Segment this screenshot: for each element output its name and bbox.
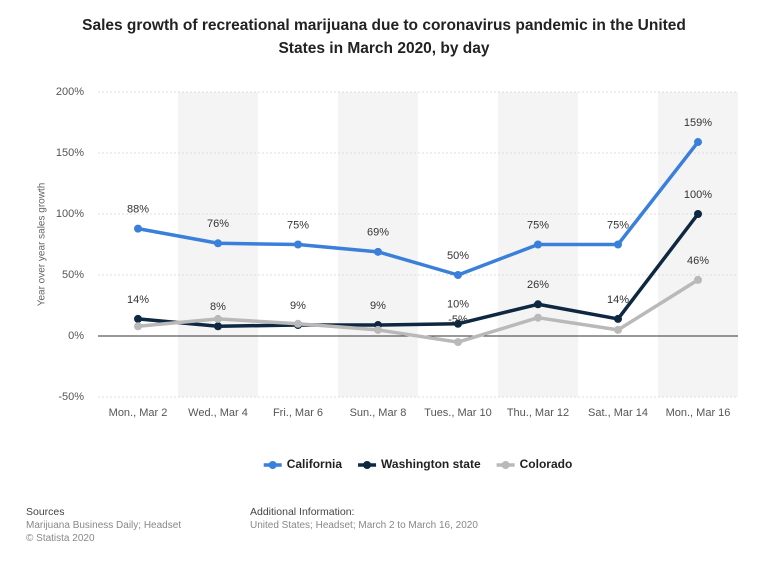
y-tick-label: 100% — [56, 208, 84, 220]
series-line — [137, 278, 699, 344]
data-point — [454, 338, 462, 347]
y-tick-label: -50% — [58, 391, 84, 403]
data-point — [694, 138, 702, 147]
x-tick-label: Sun., Mar 8 — [350, 407, 407, 419]
legend-item: Washington state — [358, 457, 481, 471]
x-tick-label: Thu., Mar 12 — [507, 407, 569, 419]
y-tick-label: 0% — [68, 330, 84, 342]
x-tick-label: Wed., Mar 4 — [188, 407, 248, 419]
data-point — [134, 322, 142, 331]
data-label: 26% — [527, 279, 549, 291]
band-stripe — [658, 92, 738, 397]
x-tick-label: Sat., Mar 14 — [588, 407, 648, 419]
x-tick-label: Fri., Mar 6 — [273, 407, 323, 419]
data-label: 14% — [607, 294, 629, 306]
data-label: 159% — [684, 117, 712, 129]
data-point — [214, 322, 222, 331]
series-line — [137, 212, 700, 328]
data-label: 75% — [287, 219, 309, 231]
data-point — [534, 300, 542, 309]
data-label: 9% — [370, 300, 386, 312]
data-point — [454, 271, 462, 279]
x-tick-label: Mon., Mar 2 — [109, 407, 168, 419]
data-point — [134, 224, 142, 233]
y-tick-label: 200% — [56, 86, 84, 98]
legend: California Washington state Colorado — [263, 457, 573, 471]
legend-label: California — [287, 457, 343, 471]
chart-title: Sales growth of recreational marijuana d… — [82, 17, 686, 57]
legend-label: Washington state — [381, 457, 481, 471]
data-point — [454, 319, 462, 328]
sources: Marijuana Business Daily; Headset — [26, 520, 182, 531]
legend-marker — [363, 461, 372, 469]
series-line — [137, 140, 700, 277]
data-point — [694, 210, 702, 218]
data-point — [614, 325, 622, 334]
data-point — [294, 319, 302, 328]
data-point — [294, 240, 302, 249]
data-label: 88% — [127, 204, 149, 216]
legend-item: Colorado — [496, 457, 573, 471]
sources-block: Sources Marijuana Business Daily; Headse… — [26, 506, 181, 545]
data-label: 75% — [607, 219, 629, 231]
data-label: 69% — [367, 227, 389, 239]
data-label: -5% — [448, 314, 468, 326]
data-point — [534, 313, 542, 322]
copyright: © Statista 2020 — [26, 533, 95, 544]
data-label: 100% — [684, 189, 712, 201]
data-point — [614, 314, 622, 323]
data-label: 75% — [527, 219, 549, 231]
data-label: 46% — [687, 255, 709, 267]
data-point — [214, 239, 222, 248]
legend-item: California — [263, 457, 343, 471]
data-point — [614, 240, 622, 249]
legend-marker — [501, 461, 510, 469]
y-tick-label: 150% — [56, 147, 84, 159]
data-point — [214, 314, 222, 323]
additional-label: Additional Information: — [250, 506, 355, 518]
legend-marker — [268, 461, 277, 469]
y-axis-label: Year over year sales growth — [37, 183, 48, 307]
legend-label: Colorado — [520, 457, 573, 471]
data-point — [694, 275, 702, 284]
data-point — [374, 247, 382, 256]
data-point — [134, 314, 142, 323]
data-label: 76% — [207, 218, 229, 230]
data-label: 50% — [447, 250, 469, 262]
data-point — [374, 325, 382, 334]
band-stripe — [338, 92, 418, 397]
data-label: 9% — [290, 300, 306, 312]
x-tick-label: Mon., Mar 16 — [666, 407, 731, 419]
data-label: 10% — [447, 299, 469, 311]
data-point — [534, 240, 542, 249]
additional-block: Additional Information: United States; H… — [250, 506, 478, 532]
x-tick-label: Tues., Mar 10 — [424, 407, 491, 419]
additional-info: United States; Headset; March 2 to March… — [250, 520, 478, 531]
data-label: 14% — [127, 294, 149, 306]
y-tick-label: 50% — [62, 269, 84, 281]
data-label: 8% — [210, 301, 226, 313]
sources-label: Sources — [26, 506, 65, 518]
